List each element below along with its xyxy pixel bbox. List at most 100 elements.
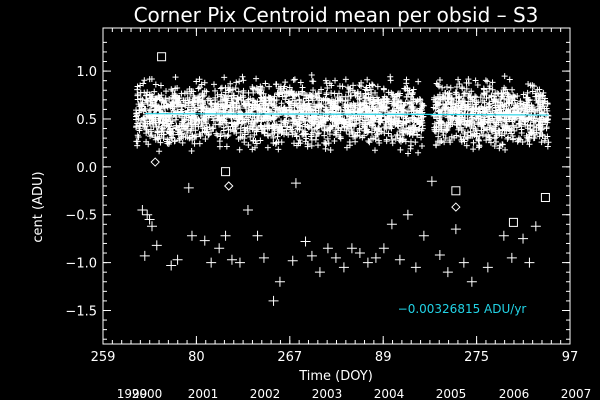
band-point xyxy=(345,89,352,96)
band-point xyxy=(188,106,195,113)
data-point-plus xyxy=(186,230,197,241)
band-point xyxy=(264,117,271,124)
band-point xyxy=(476,143,483,150)
band-point xyxy=(332,132,339,139)
band-point xyxy=(407,145,414,152)
band-point xyxy=(336,133,343,140)
band-point xyxy=(280,85,287,92)
band-point xyxy=(270,134,277,141)
band-point xyxy=(258,114,265,121)
band-point xyxy=(378,99,385,106)
chart-title: Corner Pix Centroid mean per obsid – S3 xyxy=(134,3,539,27)
band-point xyxy=(536,122,543,129)
band-point xyxy=(322,95,329,102)
band-point xyxy=(178,106,185,113)
band-point xyxy=(153,95,160,102)
band-point xyxy=(415,112,422,119)
band-point xyxy=(513,124,520,131)
band-point xyxy=(501,73,508,80)
band-point xyxy=(235,96,242,103)
band-point xyxy=(481,105,488,112)
y-axis-label: cent (ADU) xyxy=(31,171,46,242)
band-point xyxy=(483,95,490,102)
band-point xyxy=(252,102,259,109)
band-point xyxy=(305,100,312,107)
band-point xyxy=(297,108,304,115)
band-point xyxy=(529,88,536,95)
band-point xyxy=(174,103,181,110)
band-point xyxy=(257,90,264,97)
band-point xyxy=(459,84,466,91)
band-point xyxy=(221,117,228,124)
band-point xyxy=(543,125,550,132)
band-point xyxy=(225,132,232,139)
band-point xyxy=(363,103,370,110)
band-point xyxy=(519,115,526,122)
band-point xyxy=(297,79,304,86)
band-point xyxy=(211,103,218,110)
band-point xyxy=(212,106,219,113)
data-point-plus xyxy=(498,230,509,241)
band-point xyxy=(300,115,307,122)
band-point xyxy=(272,140,279,147)
band-point xyxy=(172,74,179,81)
y-tick-label: −1.5 xyxy=(65,304,97,319)
band-point xyxy=(436,91,443,98)
band-point xyxy=(204,126,211,133)
band-point xyxy=(351,115,358,122)
band-point xyxy=(485,131,492,138)
band-point xyxy=(478,116,485,123)
band-point xyxy=(462,121,469,128)
band-point xyxy=(322,77,329,84)
data-point-plus xyxy=(166,260,177,271)
band-point xyxy=(416,125,423,132)
band-point xyxy=(371,147,378,154)
band-point xyxy=(310,87,317,94)
band-point xyxy=(241,101,248,108)
band-point xyxy=(373,94,380,101)
band-point xyxy=(474,81,481,88)
band-point xyxy=(388,133,395,140)
band-point xyxy=(471,120,478,127)
band-point xyxy=(320,120,327,127)
band-point xyxy=(335,125,342,132)
band-point xyxy=(217,133,224,140)
x-tick-label: 97 xyxy=(562,350,579,365)
band-point xyxy=(303,135,310,142)
band-point xyxy=(167,126,174,133)
data-point-plus xyxy=(137,204,148,215)
band-point xyxy=(223,103,230,110)
band-point xyxy=(467,128,474,135)
band-point xyxy=(447,101,454,108)
band-point xyxy=(409,89,416,96)
band-point xyxy=(182,102,189,109)
band-point xyxy=(193,78,200,85)
band-point xyxy=(400,130,407,137)
band-point xyxy=(390,91,397,98)
band-point xyxy=(250,121,257,128)
band-point xyxy=(134,120,141,127)
data-point-plus xyxy=(330,252,341,263)
data-point-plus xyxy=(402,209,413,220)
band-point xyxy=(176,137,183,144)
band-point xyxy=(147,99,154,106)
data-point-plus xyxy=(482,262,493,273)
band-point xyxy=(341,102,348,109)
band-point xyxy=(221,132,228,139)
band-point xyxy=(295,140,302,147)
band-point xyxy=(375,137,382,144)
band-point xyxy=(363,84,370,91)
band-point xyxy=(477,94,484,101)
band-point xyxy=(278,139,285,146)
band-point xyxy=(516,121,523,128)
data-point-plus xyxy=(354,248,365,259)
band-point xyxy=(409,103,416,110)
band-point xyxy=(539,132,546,139)
band-point xyxy=(337,106,344,113)
band-point xyxy=(284,123,291,130)
x-tick-label: 89 xyxy=(375,350,392,365)
band-point xyxy=(372,116,379,123)
band-point xyxy=(306,92,313,99)
x-tick-label: 80 xyxy=(188,350,205,365)
band-point xyxy=(257,122,264,129)
